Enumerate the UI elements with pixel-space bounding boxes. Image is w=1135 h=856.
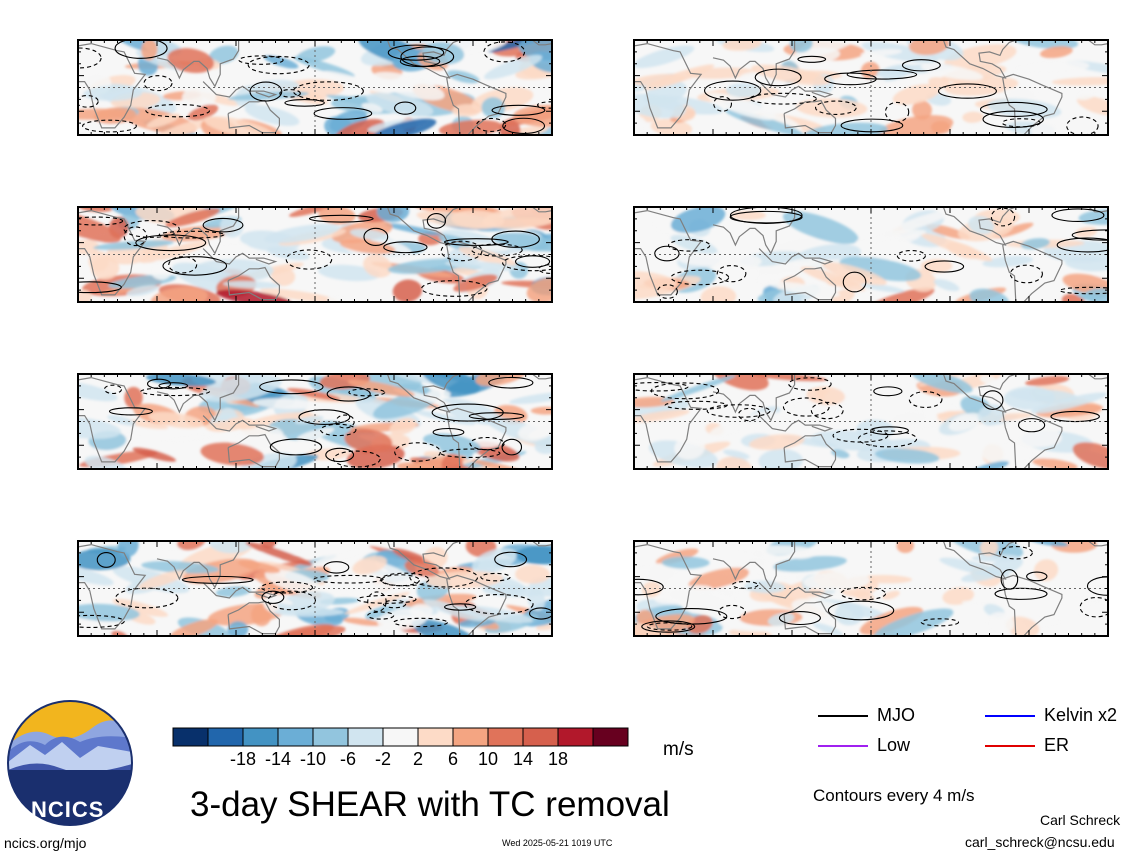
legend-label-er: ER bbox=[1044, 735, 1070, 755]
legend-label-low: Low bbox=[877, 735, 911, 755]
map-panel bbox=[77, 206, 553, 303]
main-title: 3-day SHEAR with TC removal bbox=[190, 785, 670, 824]
map-panel bbox=[633, 540, 1109, 637]
colorbar-swatch bbox=[277, 727, 314, 747]
timestamp: Wed 2025-05-21 1019 UTC bbox=[502, 838, 613, 848]
colorbar-swatch bbox=[522, 727, 559, 747]
legend bbox=[818, 715, 1035, 747]
colorbar-swatch bbox=[312, 727, 349, 747]
author: Carl Schreck bbox=[1040, 812, 1121, 828]
map-panel bbox=[633, 39, 1109, 136]
colorbar-swatch bbox=[207, 727, 244, 747]
colorbar-swatch bbox=[592, 727, 629, 747]
colorbar-swatch bbox=[242, 727, 279, 747]
map-panel bbox=[77, 39, 553, 136]
colorbar-tick-label: 6 bbox=[447, 749, 458, 769]
colorbar-swatch bbox=[382, 727, 419, 747]
colorbar-swatch bbox=[487, 727, 524, 747]
map-panel bbox=[77, 373, 553, 470]
colorbar-tick-label: 10 bbox=[477, 749, 499, 769]
map-panel bbox=[633, 206, 1109, 303]
map-panel bbox=[633, 373, 1109, 470]
map-panels bbox=[77, 39, 1109, 637]
legend-label-kelvin: Kelvin x2 bbox=[1044, 705, 1118, 725]
colorbar-tick-label: -14 bbox=[264, 749, 291, 769]
colorbar-tick-label: 18 bbox=[547, 749, 569, 769]
colorbar-tick-label: -18 bbox=[229, 749, 256, 769]
colorbar-swatch bbox=[557, 727, 594, 747]
email: carl_schreck@ncsu.edu bbox=[965, 834, 1115, 850]
colorbar bbox=[172, 727, 629, 747]
colorbar-tick-label: -10 bbox=[299, 749, 326, 769]
colorbar-swatch bbox=[172, 727, 209, 747]
colorbar-tick-label: -2 bbox=[374, 749, 391, 769]
colorbar-swatch bbox=[347, 727, 384, 747]
colorbar-tick-label: 14 bbox=[512, 749, 534, 769]
legend-label-mjo: MJO bbox=[877, 705, 915, 725]
logo-text: NCICS bbox=[31, 797, 105, 822]
colorbar-units: m/s bbox=[663, 739, 694, 760]
colorbar-swatch bbox=[452, 727, 489, 747]
map-panel bbox=[77, 540, 553, 637]
colorbar-tick-label: 2 bbox=[412, 749, 423, 769]
contours-note: Contours every 4 m/s bbox=[813, 786, 975, 805]
colorbar-swatch bbox=[417, 727, 454, 747]
colorbar-tick-label: -6 bbox=[339, 749, 356, 769]
url-link[interactable]: ncics.org/mjo bbox=[4, 835, 87, 851]
